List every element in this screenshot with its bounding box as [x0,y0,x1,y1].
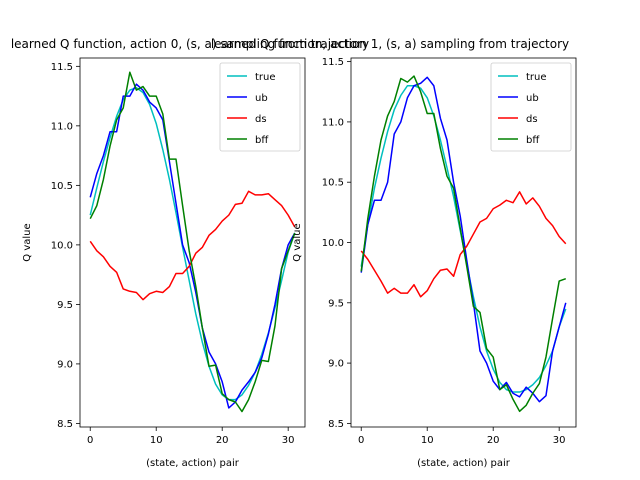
axes-frame [79,57,306,428]
x-axis-label: (state, action) pair [417,458,511,469]
legend: true ub ds bff [219,62,301,152]
x-tick-label: 20 [216,435,229,446]
legend-box [490,62,572,152]
y-tick-label: 10.5 [322,178,344,189]
chart-title-1: learned Q function, action 1, (s, a) sam… [211,37,569,51]
x-tick-label: 10 [150,435,163,446]
x-tick-label: 30 [553,435,566,446]
subplot-0: 0 10 20 30 8.5 9.0 9.5 10.0 10.5 11.0 11.5 (state, … [22,57,306,469]
y-tick-label: 10.5 [51,181,73,192]
y-axis-label: Q value [292,223,303,261]
x-axis-label: (state, action) pair [146,458,240,469]
x-tick-label: 30 [282,435,295,446]
series-line-bff [89,71,296,413]
y-tick-label: 10.0 [322,238,344,249]
series-line-ub [89,83,296,409]
y-tick-label: 9.0 [328,359,344,370]
legend-label-ds: ds [526,114,538,125]
y-tick-label: 11.5 [51,62,73,73]
x-tick-label: 0 [87,435,93,446]
subplot-1: 0 10 20 30 8.5 9.0 9.5 10.0 10.5 11.0 11.5 (state, … [292,57,577,469]
y-tick-label: 10.0 [51,240,73,251]
chart-title-0: learned Q function, action 0, (s, a) sam… [11,37,369,51]
x-tick-label: 0 [358,435,364,446]
legend-label-bff: bff [526,135,540,146]
x-tick-label: 20 [487,435,500,446]
legend-label-ub: ub [526,93,539,104]
legend: true ub ds bff [490,62,572,152]
legend-box [219,62,301,152]
y-tick-label: 11.0 [51,121,73,132]
y-tick-label: 8.5 [328,419,344,430]
y-axis-label: Q value [22,223,33,261]
series-line-ds [89,190,296,301]
series-line-bff [360,75,567,413]
series-line-ub [360,76,567,403]
x-tick-label: 10 [421,435,434,446]
legend-label-ub: ub [255,93,268,104]
y-tick-label: 11.0 [322,117,344,128]
y-tick-label: 9.0 [57,359,73,370]
legend-label-bff: bff [255,135,269,146]
legend-label-true: true [526,72,547,83]
y-tick-label: 11.5 [322,57,344,68]
y-tick-label: 8.5 [57,419,73,430]
y-tick-label: 9.5 [328,298,344,309]
y-tick-label: 9.5 [57,300,73,311]
legend-label-ds: ds [255,114,267,125]
legend-label-true: true [255,72,276,83]
